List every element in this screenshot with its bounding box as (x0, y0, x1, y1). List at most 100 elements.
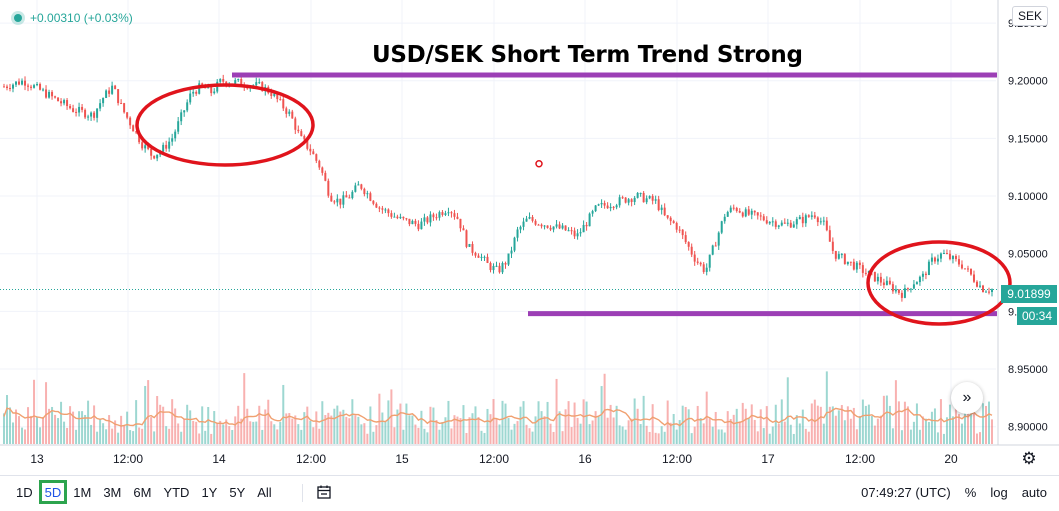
chart-settings-button[interactable]: ⚙ (1019, 449, 1039, 469)
candle-body (528, 217, 531, 219)
volume-bar (729, 419, 732, 444)
volume-bar (567, 401, 570, 444)
candle-body (615, 205, 618, 208)
volume-bar (612, 417, 615, 444)
volume-bar (285, 413, 288, 444)
candle-body (108, 90, 111, 94)
volume-bar (399, 403, 402, 444)
volume-bar (219, 420, 222, 444)
candle-body (195, 91, 198, 94)
candle-body (36, 83, 39, 86)
percent-scale-toggle[interactable]: % (964, 484, 977, 500)
candle-body (51, 91, 54, 97)
candle-body (873, 271, 876, 282)
candle-body (288, 111, 291, 114)
candle-body (843, 254, 846, 265)
volume-bar (960, 423, 963, 444)
candle-body (369, 193, 372, 201)
candle-body (831, 241, 834, 251)
x-tick-label: 12:00 (479, 452, 509, 466)
annotation-circle-recent[interactable] (866, 240, 1012, 326)
volume-bar (54, 414, 57, 444)
scroll-to-realtime-button[interactable]: » (951, 382, 983, 414)
candle-body (498, 265, 501, 273)
volume-bar (933, 408, 936, 444)
volume-bar (42, 417, 45, 444)
volume-bar (168, 428, 171, 444)
range-5y[interactable]: 5Y (229, 484, 246, 500)
candle-body (345, 195, 348, 198)
candle-body (285, 108, 288, 114)
range-6m[interactable]: 6M (133, 484, 152, 500)
volume-bar (15, 409, 18, 444)
candle-body (759, 215, 762, 217)
time-axis[interactable]: 13 12:00 14 12:00 15 12:00 16 12:00 17 12:00 20 (30, 452, 958, 466)
candle-body (738, 210, 741, 213)
candle-body (465, 230, 468, 247)
range-5d[interactable]: 5D (38, 480, 68, 504)
range-3m[interactable]: 3M (103, 484, 122, 500)
candle-body (153, 155, 156, 159)
currency-badge[interactable]: SEK (1012, 6, 1049, 26)
volume-bar (717, 429, 720, 444)
range-all[interactable]: All (257, 484, 272, 500)
utc-time[interactable]: 07:49:27 (UTC) (861, 484, 951, 500)
volume-bar (714, 411, 717, 444)
candle-body (312, 151, 315, 155)
volume-bar (99, 419, 102, 444)
candle-body (876, 276, 879, 282)
price-chart[interactable]: 9.250009.200009.150009.100009.050009.000… (0, 0, 1059, 475)
annotation-circle-peak[interactable] (135, 83, 315, 167)
candle-body (816, 217, 819, 223)
candle-body (648, 196, 651, 199)
volume-bar (657, 433, 660, 444)
volume-bar (63, 421, 66, 444)
volume-bar (246, 408, 249, 444)
volume-bar (876, 418, 879, 444)
volume-bar (330, 415, 333, 444)
volume-bar (339, 411, 342, 444)
candle-body (99, 103, 102, 109)
log-scale-toggle[interactable]: log (990, 484, 1008, 500)
volume-bar (93, 405, 96, 444)
candle-body (804, 215, 807, 224)
calendar-icon[interactable] (316, 484, 332, 500)
volume-bar (81, 411, 84, 444)
volume-bar (774, 404, 777, 444)
range-1y[interactable]: 1Y (201, 484, 218, 500)
event-marker[interactable] (535, 160, 543, 168)
volume-bar (375, 425, 378, 444)
candle-body (381, 208, 384, 210)
candle-body (303, 136, 306, 140)
candle-body (675, 222, 678, 230)
volume-bar (597, 416, 600, 444)
candle-body (330, 195, 333, 202)
volume-bar (609, 404, 612, 444)
range-1m[interactable]: 1M (73, 484, 92, 500)
price-axis[interactable]: 9.250009.200009.150009.100009.050009.000… (1008, 18, 1048, 434)
volume-bar (972, 400, 975, 444)
candle-body (435, 217, 438, 219)
volume-bar (111, 428, 114, 444)
candle-body (825, 220, 828, 231)
volume-bar (459, 418, 462, 444)
candle-body (501, 263, 504, 273)
chart-title: USD/SEK Short Term Trend Strong (372, 42, 803, 68)
x-tick-label: 12:00 (845, 452, 875, 466)
volume-bar (150, 417, 153, 444)
range-1d[interactable]: 1D (16, 484, 33, 500)
candle-body (810, 215, 813, 217)
volume-bar (276, 429, 279, 444)
candle-body (273, 93, 276, 96)
range-ytd[interactable]: YTD (163, 484, 190, 500)
candle-body (120, 103, 123, 105)
candle-body (495, 265, 498, 267)
candle-body (93, 112, 96, 118)
candle-body (447, 212, 450, 214)
candle-body (885, 280, 888, 286)
volume-bar (639, 424, 642, 444)
volume-bar (540, 411, 543, 444)
auto-scale-toggle[interactable]: auto (1021, 484, 1047, 500)
volume-bar (801, 409, 804, 444)
volume-bar (288, 413, 291, 444)
